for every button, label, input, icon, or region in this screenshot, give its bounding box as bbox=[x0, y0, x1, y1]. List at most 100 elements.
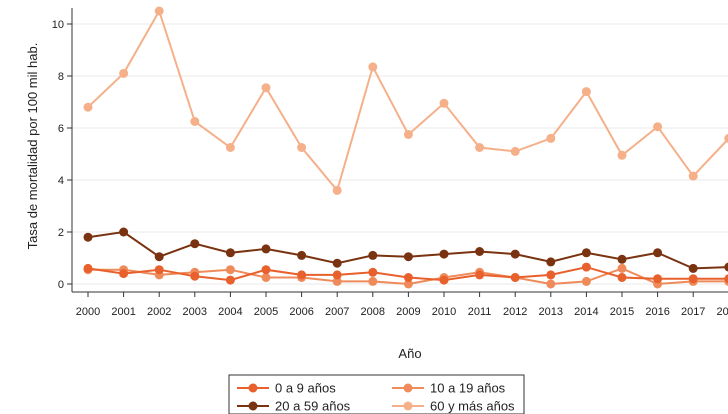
data-point bbox=[617, 263, 627, 273]
series-1 bbox=[83, 262, 728, 285]
data-point bbox=[653, 122, 663, 132]
x-tick-label: 2010 bbox=[432, 306, 456, 318]
data-point bbox=[617, 273, 627, 282]
data-point bbox=[439, 275, 449, 285]
legend: 0 a 9 años 10 a 19 años 20 a 59 años 60 y m… bbox=[228, 374, 525, 414]
data-point bbox=[724, 133, 728, 143]
x-tick-label: 2009 bbox=[396, 306, 420, 318]
x-tick-label: 2006 bbox=[289, 306, 313, 318]
data-point bbox=[332, 258, 342, 268]
series-layer bbox=[83, 6, 728, 289]
data-point bbox=[653, 248, 663, 258]
x-tick-label: 2005 bbox=[254, 306, 278, 318]
data-point bbox=[261, 244, 271, 254]
data-point bbox=[688, 274, 698, 284]
data-point bbox=[154, 265, 164, 275]
data-point bbox=[119, 227, 129, 237]
data-point bbox=[688, 263, 698, 273]
legend-item: 10 a 19 años bbox=[392, 381, 506, 396]
y-tick-label: 8 bbox=[58, 71, 64, 83]
data-point bbox=[546, 133, 556, 143]
x-tick-label: 2013 bbox=[539, 306, 563, 318]
x-tick-label: 2000 bbox=[76, 306, 100, 318]
legend-box bbox=[228, 374, 525, 414]
data-point bbox=[724, 262, 728, 272]
data-point bbox=[190, 271, 200, 281]
data-point bbox=[332, 276, 342, 286]
data-point bbox=[617, 150, 627, 160]
legend-swatch-marker bbox=[248, 383, 258, 393]
y-tick-label: 0 bbox=[58, 279, 64, 291]
data-point bbox=[190, 117, 200, 126]
y-tick-label: 6 bbox=[58, 123, 64, 135]
y-tick-label: 4 bbox=[58, 175, 64, 187]
data-point bbox=[332, 185, 342, 195]
data-point bbox=[475, 270, 485, 280]
x-tick-label: 2007 bbox=[325, 306, 349, 318]
data-point bbox=[510, 146, 520, 156]
data-point bbox=[261, 273, 271, 282]
data-point bbox=[154, 6, 164, 16]
legend-item: 60 y más años bbox=[392, 399, 515, 414]
series-4 bbox=[83, 6, 728, 195]
series-line bbox=[87, 230, 728, 270]
data-point bbox=[225, 265, 235, 275]
data-point bbox=[368, 276, 378, 286]
data-point bbox=[581, 276, 591, 286]
y-tick-label: 10 bbox=[52, 19, 64, 31]
data-point bbox=[368, 267, 378, 277]
data-point bbox=[653, 274, 663, 284]
data-point bbox=[581, 262, 591, 272]
x-tick-label: 2018 bbox=[717, 306, 728, 318]
legend-label: 0 a 9 años bbox=[275, 381, 336, 396]
series-3 bbox=[83, 227, 728, 273]
data-point bbox=[581, 248, 591, 258]
data-point bbox=[546, 270, 556, 280]
legend-label: 10 a 19 años bbox=[430, 381, 506, 396]
legend-item: 20 a 59 años bbox=[237, 399, 351, 414]
x-tick-label: 2003 bbox=[183, 306, 207, 318]
x-tick-label: 2002 bbox=[147, 306, 171, 318]
x-tick-label: 2017 bbox=[681, 306, 705, 318]
data-point bbox=[332, 270, 342, 280]
data-point bbox=[688, 171, 698, 181]
data-point bbox=[439, 98, 449, 108]
gridlines bbox=[72, 23, 728, 285]
y-axis: 0 2 4 6 8 10 bbox=[52, 8, 73, 292]
data-point bbox=[119, 68, 129, 78]
data-point bbox=[190, 239, 200, 249]
data-point bbox=[546, 279, 556, 289]
data-point bbox=[119, 269, 129, 279]
x-axis-label: Año bbox=[398, 346, 421, 361]
data-point bbox=[403, 273, 413, 282]
data-point bbox=[475, 247, 485, 256]
data-point bbox=[297, 143, 307, 152]
x-tick-label: 2014 bbox=[574, 306, 598, 318]
data-point bbox=[297, 250, 307, 260]
data-point bbox=[510, 273, 520, 282]
data-point bbox=[403, 252, 413, 262]
x-tick-label: 2011 bbox=[468, 306, 492, 318]
data-point bbox=[403, 130, 413, 139]
data-point bbox=[225, 143, 235, 152]
y-axis-label: Tasa de mortalidad por 100 mil hab. bbox=[25, 43, 40, 250]
data-point bbox=[297, 270, 307, 280]
data-point bbox=[83, 102, 93, 112]
data-point bbox=[83, 232, 93, 242]
data-point bbox=[617, 254, 627, 264]
x-tick-label: 2015 bbox=[610, 306, 634, 318]
data-point bbox=[546, 257, 556, 267]
data-point bbox=[724, 274, 728, 284]
data-point bbox=[368, 62, 378, 72]
legend-swatch-marker bbox=[248, 401, 258, 411]
legend-swatch-marker bbox=[403, 401, 413, 411]
x-tick-label: 2012 bbox=[503, 306, 527, 318]
data-point bbox=[83, 263, 93, 273]
data-point bbox=[403, 279, 413, 289]
legend-label: 60 y más años bbox=[430, 399, 515, 414]
y-tick-label: 2 bbox=[58, 227, 64, 239]
x-tick-label: 2008 bbox=[361, 306, 385, 318]
data-point bbox=[261, 83, 271, 93]
data-point bbox=[154, 252, 164, 262]
